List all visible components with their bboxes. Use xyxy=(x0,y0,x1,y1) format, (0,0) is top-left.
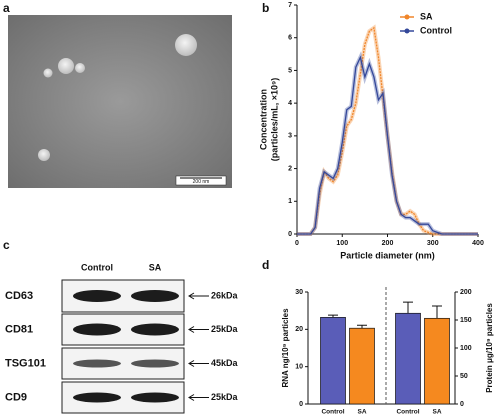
error-bar xyxy=(432,305,442,319)
y2-tick-label: 50 xyxy=(460,373,468,380)
series-line xyxy=(297,55,478,235)
x-tick-label: SA xyxy=(357,409,366,416)
blot-band xyxy=(73,392,121,403)
bar xyxy=(395,312,421,405)
x-axis-title: Particle diameter (nm) xyxy=(340,250,435,260)
x-tick-label: 100 xyxy=(336,240,348,247)
blot-band xyxy=(73,323,121,336)
x-tick-label: 0 xyxy=(295,240,299,247)
y-tick-label: 5 xyxy=(288,67,292,74)
bar-chart: 0 10 20 30 0 50 100 150 200 RNA ng/10⁹ particles P… xyxy=(281,287,494,416)
y-tick-label: 1 xyxy=(288,198,292,205)
size-label: 25kDa xyxy=(211,392,239,402)
western-blot: Control SA CD63 26kDa CD81 25kDa TSG101 45kDa CD… xyxy=(5,262,239,414)
x-tick-label: Control xyxy=(396,409,419,416)
x-tick-label: Control xyxy=(321,409,344,416)
row-label: CD81 xyxy=(5,323,33,335)
y-tick-label: 30 xyxy=(295,289,303,296)
bar xyxy=(424,317,450,405)
panel-label: c xyxy=(3,238,10,252)
y-axis-title: RNA ng/10⁹ particles xyxy=(281,308,290,388)
error-bar xyxy=(403,301,413,314)
panel-label: d xyxy=(262,258,269,272)
legend-label: Control xyxy=(420,25,452,35)
tem-image: 200 nm xyxy=(8,15,232,188)
y-axis-title: Concentration xyxy=(258,89,268,150)
y-tick-label: 6 xyxy=(288,35,292,42)
legend-label: SA xyxy=(420,11,433,21)
legend-marker xyxy=(404,14,410,20)
blot-band xyxy=(131,290,179,302)
y-tick-label: 0 xyxy=(299,401,303,408)
bar xyxy=(349,327,375,405)
row-label: CD9 xyxy=(5,391,27,403)
y2-tick-label: 100 xyxy=(460,345,472,352)
y-tick-label: 3 xyxy=(288,133,292,140)
panel-label: a xyxy=(3,1,10,15)
y-tick-label: 10 xyxy=(295,364,303,371)
bar xyxy=(320,317,346,405)
blot-band xyxy=(131,323,179,336)
x-tick-label: 200 xyxy=(382,240,394,247)
y2-tick-label: 200 xyxy=(460,289,472,296)
column-label: Control xyxy=(81,262,113,272)
column-label: SA xyxy=(149,262,162,272)
blot-band xyxy=(131,359,179,368)
arrow xyxy=(188,326,209,333)
y2-tick-label: 0 xyxy=(460,401,464,408)
y-tick-label: 20 xyxy=(295,326,303,333)
arrow xyxy=(188,394,209,401)
row-label: TSG101 xyxy=(5,357,46,369)
x-tick-label: SA xyxy=(432,409,441,416)
panel-label: b xyxy=(262,1,269,15)
blot-band xyxy=(131,392,179,403)
y-tick-label: 2 xyxy=(288,165,292,172)
size-label: 45kDa xyxy=(211,358,239,368)
arrow xyxy=(188,292,209,300)
size-label: 26kDa xyxy=(211,290,239,300)
y-tick-label: 0 xyxy=(288,231,292,238)
blot-band xyxy=(73,290,121,302)
error-bar xyxy=(328,314,338,318)
legend-marker xyxy=(404,28,410,34)
line-chart: 0 1 2 3 4 5 6 7 0 100 200 300 400 Particle diameter (… xyxy=(258,2,484,261)
y2-axis-title: Protein μg/10⁹ particles xyxy=(485,303,494,393)
x-tick-label: 400 xyxy=(472,240,484,247)
series-halo xyxy=(297,51,478,236)
x-tick-label: 300 xyxy=(427,240,439,247)
blot-band xyxy=(73,359,121,368)
arrow xyxy=(188,360,209,367)
row-label: CD63 xyxy=(5,290,33,302)
y-tick-label: 7 xyxy=(288,2,292,9)
y-axis-title: (particles/mL, ×10⁹) xyxy=(269,78,279,162)
error-bar xyxy=(357,324,367,329)
scale-bar-label: 200 nm xyxy=(193,179,210,185)
y2-tick-label: 150 xyxy=(460,317,472,324)
size-label: 25kDa xyxy=(211,324,239,334)
y-tick-label: 4 xyxy=(288,100,292,107)
